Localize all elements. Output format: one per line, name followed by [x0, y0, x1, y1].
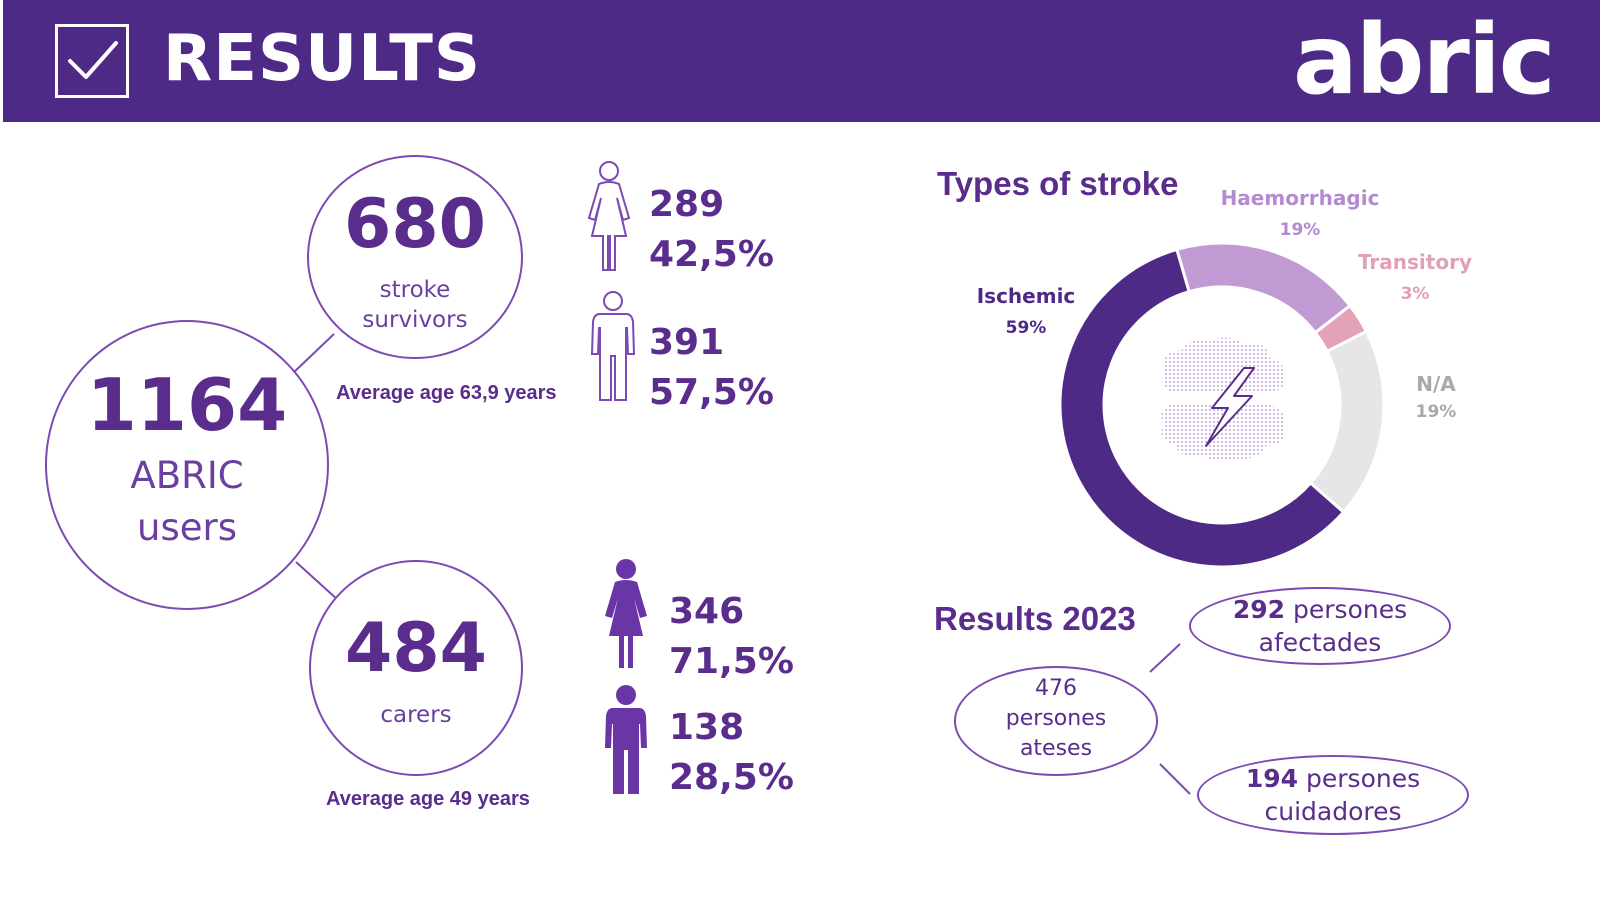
brain-lightning-icon [1161, 337, 1286, 462]
survivors-circle: 680 stroke survivors [307, 155, 523, 359]
attended-ellipse: 476 persones ateses [954, 666, 1158, 776]
survivors-men-count: 391 [649, 322, 725, 363]
results-2023-title: Results 2023 [934, 600, 1136, 637]
woman-outline-icon [582, 160, 636, 278]
pct-haemorrhagic: 19% [1279, 220, 1321, 240]
results-connector-lines [1149, 643, 1191, 795]
carers-women-count: 346 [669, 591, 745, 632]
pct-na: 19% [1415, 402, 1457, 422]
chart-title: Types of stroke [937, 165, 1179, 202]
connector-lines [291, 333, 339, 601]
total-users-circle: 1164 ABRIC users [45, 320, 329, 610]
survivors-men-pct: 57,5% [649, 372, 774, 413]
carers-2023-number: 194 [1245, 764, 1299, 793]
affected-label-2: afectades [1258, 628, 1382, 657]
survivors-number: 680 [344, 185, 486, 264]
abric-logo: abric [1293, 4, 1556, 116]
label-ischemic: Ischemic [976, 284, 1076, 308]
survivors-average-age: Average age 63,9 years [336, 382, 557, 404]
slice-ischemic [1058, 247, 1346, 569]
attended-label-2: ateses [1019, 736, 1093, 761]
header-bar: RESULTS abric [3, 0, 1600, 122]
carers-2023-label-2: cuidadores [1264, 797, 1402, 826]
carers-women-pct: 71,5% [669, 641, 794, 682]
total-users-label-2: users [137, 506, 237, 549]
pct-ischemic: 59% [1005, 318, 1047, 338]
carers-2023-label-1: persones [1306, 764, 1421, 793]
attended-label-1: persones [1005, 706, 1107, 731]
stroke-types-donut-chart [1058, 241, 1386, 569]
survivors-women-count: 289 [649, 184, 725, 225]
checkbox-icon [55, 24, 129, 98]
total-users-label-1: ABRIC [130, 454, 244, 497]
man-filled-icon [598, 684, 654, 800]
pct-transitory: 3% [1400, 284, 1430, 304]
label-na: N/A [1416, 372, 1456, 396]
carers-men-count: 138 [669, 707, 745, 748]
survivors-label-1: stroke [379, 277, 451, 303]
survivors-women-pct: 42,5% [649, 234, 774, 275]
label-transitory: Transitory [1357, 250, 1472, 274]
man-outline-icon [586, 290, 640, 408]
affected-ellipse: 292 persones afectades [1189, 587, 1451, 665]
carers-2023-ellipse: 194 persones cuidadores [1197, 755, 1469, 835]
carers-men-pct: 28,5% [669, 757, 794, 798]
slice-na [1308, 329, 1386, 515]
attended-number: 476 [1035, 676, 1077, 701]
label-haemorrhagic: Haemorrhagic [1220, 186, 1380, 210]
page-title: RESULTS [163, 22, 481, 96]
affected-label-1: persones [1293, 595, 1408, 624]
total-users-number: 1164 [86, 363, 288, 447]
carers-circle: 484 carers [309, 560, 523, 776]
affected-number: 292 [1232, 595, 1286, 624]
carers-number: 484 [345, 609, 487, 688]
carers-average-age: Average age 49 years [326, 788, 530, 810]
woman-filled-icon [598, 558, 654, 674]
survivors-label-2: survivors [362, 307, 468, 333]
slice-haemorrhagic [1174, 241, 1353, 335]
carers-label: carers [380, 702, 452, 728]
